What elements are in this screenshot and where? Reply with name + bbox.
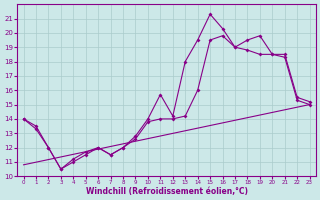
X-axis label: Windchill (Refroidissement éolien,°C): Windchill (Refroidissement éolien,°C) <box>85 187 248 196</box>
